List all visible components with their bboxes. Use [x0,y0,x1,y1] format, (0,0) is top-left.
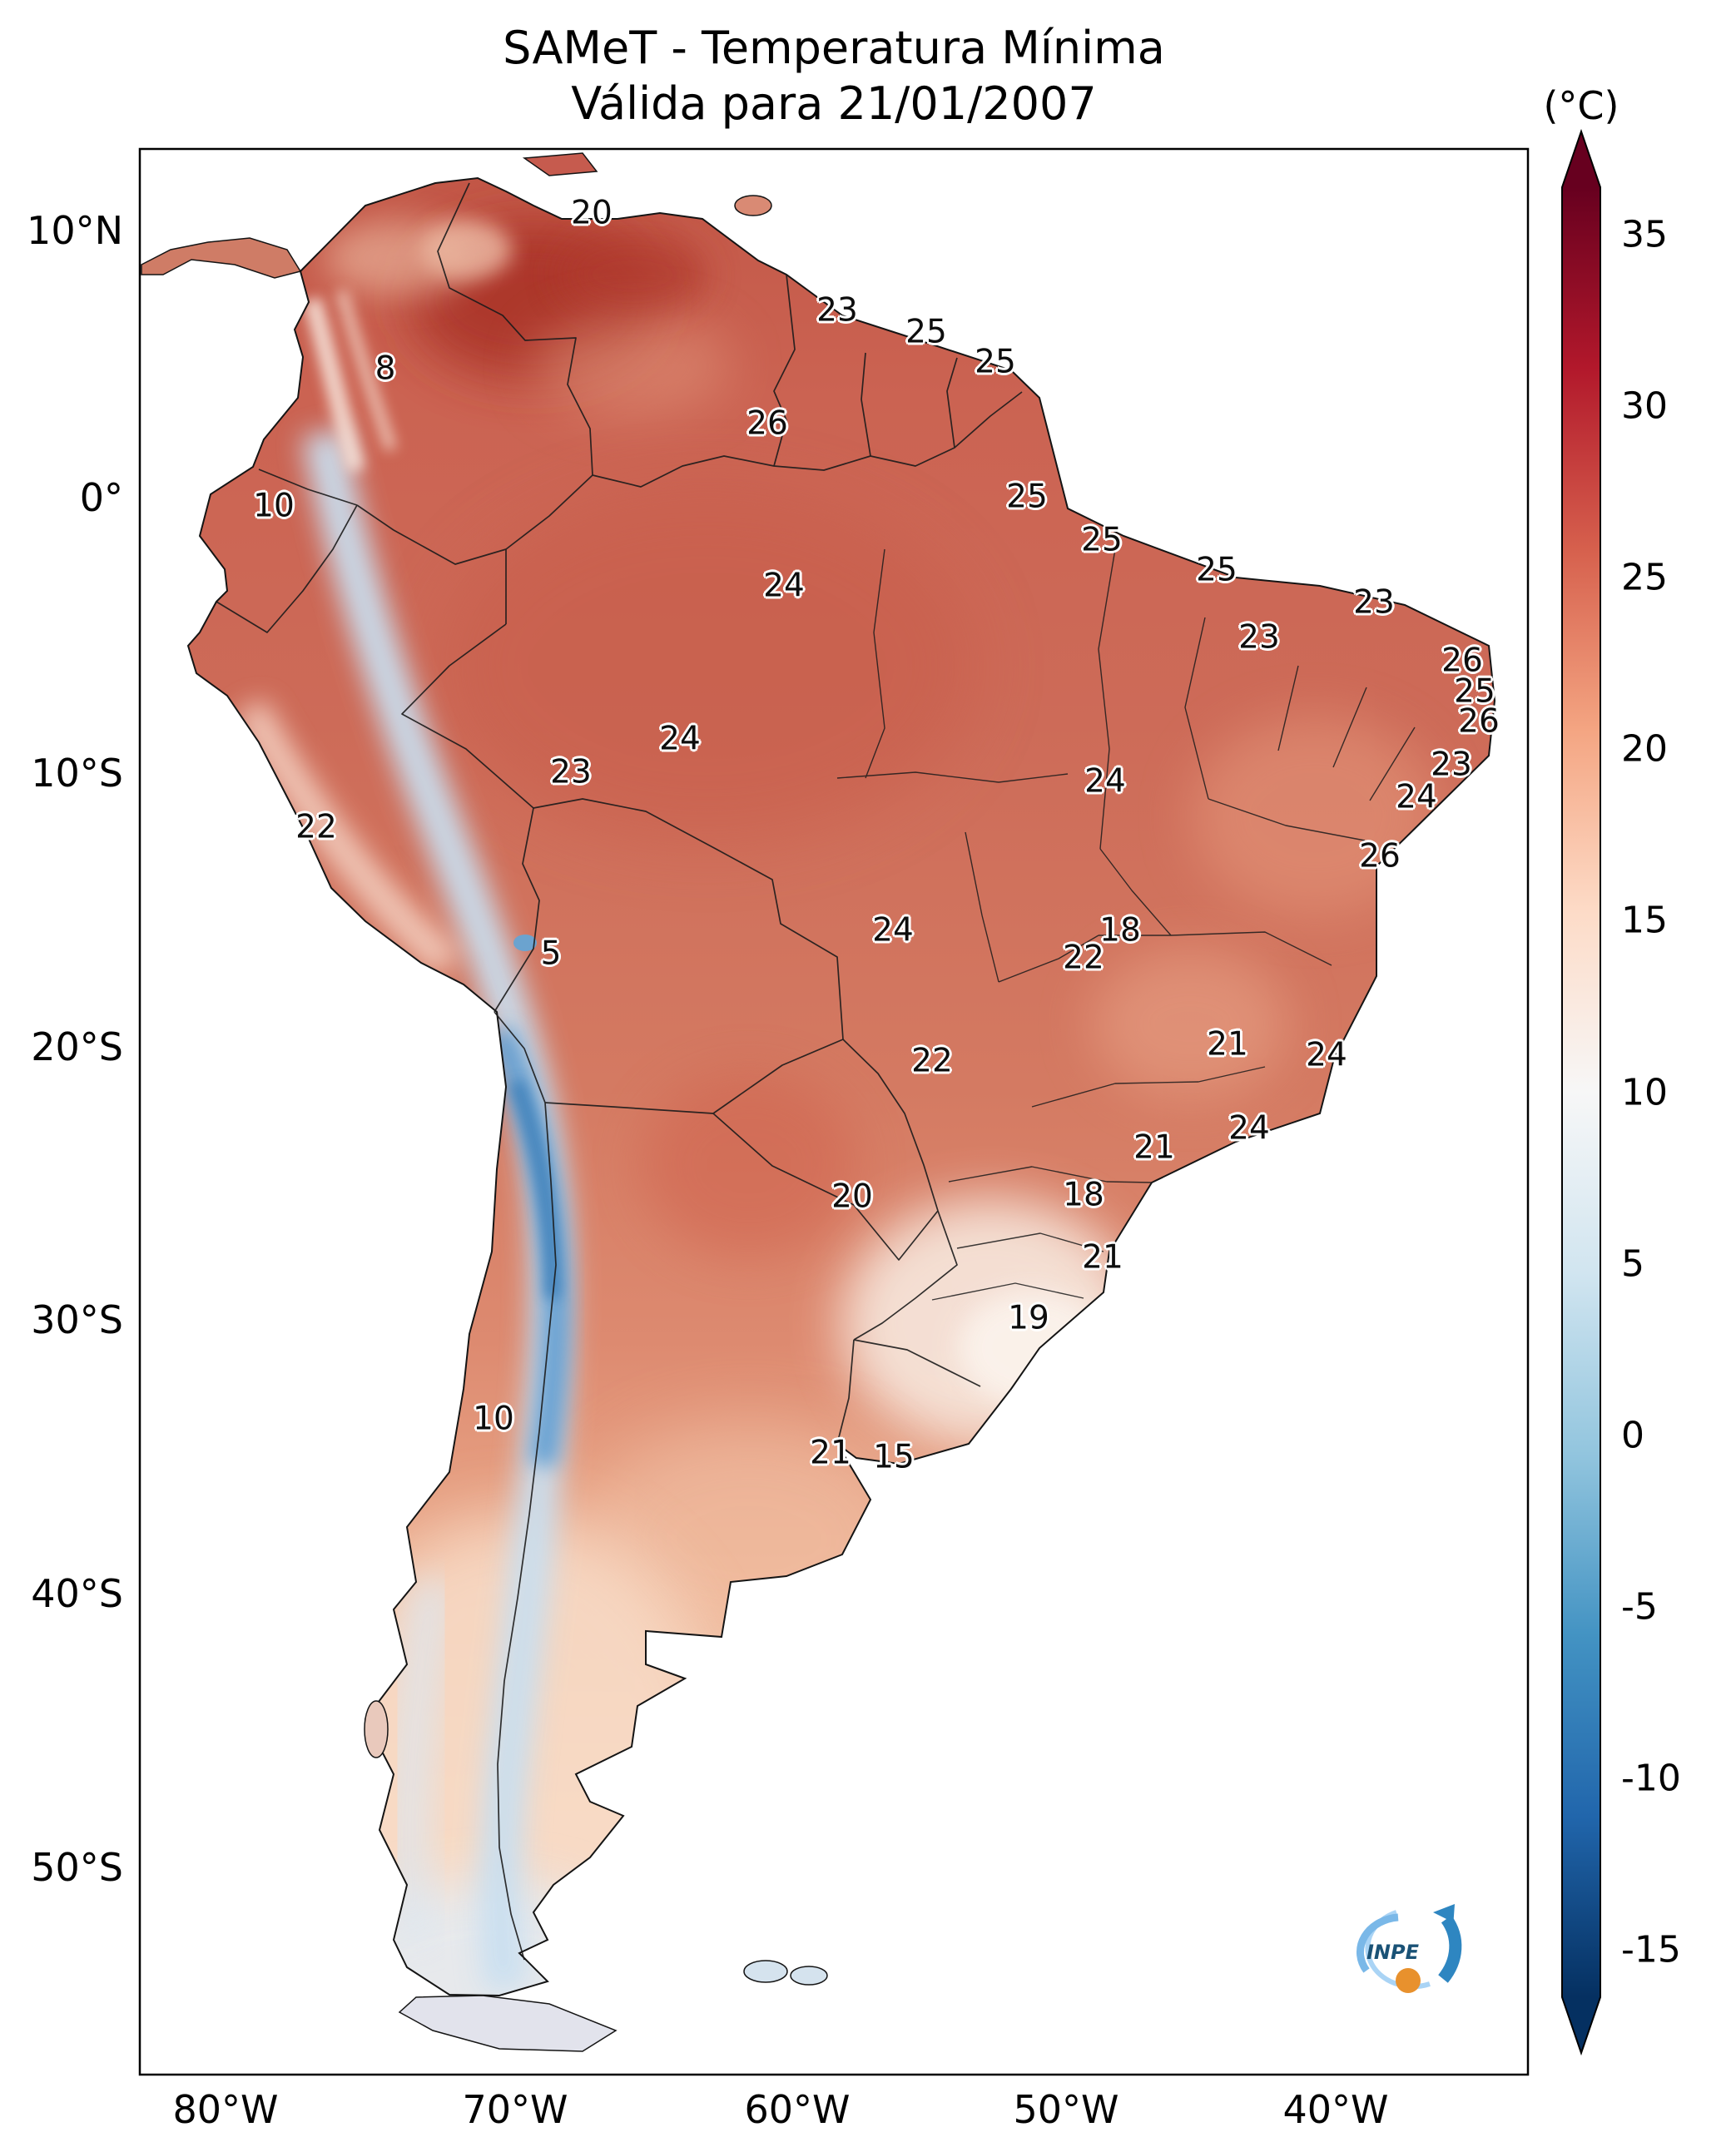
colorbar-gradient [1562,187,1600,1997]
logo-swirl-inner [1356,1913,1399,1973]
inpe-logo: INPE [1356,1904,1462,1993]
lake-titicaca [513,935,537,951]
colorbar-outline [1561,128,1601,2056]
logo-text: INPE [1366,1941,1420,1964]
trinidad-island [734,195,772,216]
colorbar-bottom-arrow [1562,1997,1600,2053]
islands [141,152,828,2052]
malvinas-east [790,1966,828,1986]
colorbar-top-arrow [1562,131,1600,187]
colorbar [1561,128,1601,2056]
malvinas-west [743,1960,788,1983]
chiloe-island [364,1700,389,1758]
figure-title: SAMeT - Temperatura Mínima Válida para 2… [140,20,1528,131]
title-line2: Válida para 21/01/2007 [571,77,1097,130]
tierra-del-fuego [398,1995,618,2052]
country-borders [216,182,1023,1961]
logo-orange-dot [1396,1968,1421,1993]
logo-arrowhead [1433,1904,1455,1927]
title-line1: SAMeT - Temperatura Mínima [503,22,1165,74]
colorbar-unit-label: (°C) [1543,83,1619,128]
logo-arrow [1437,1915,1462,1983]
panama-strip [141,237,302,279]
caribbean-coast-fragment [522,152,598,176]
state-borders [836,548,1416,1301]
plot-frame [138,147,1530,2076]
